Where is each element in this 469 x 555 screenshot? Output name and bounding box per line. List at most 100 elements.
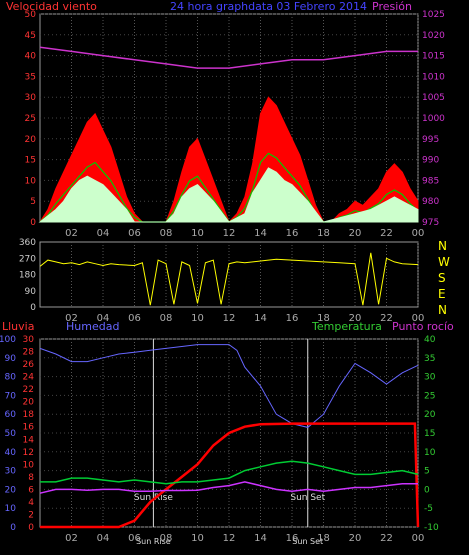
p1-x-tick-label: 22 — [380, 228, 393, 239]
p1-y-left-tick-label: 35 — [25, 72, 36, 82]
p3-y-temp-tick-label: -5 — [424, 504, 433, 514]
p3-x-tick-label: 22 — [380, 533, 393, 544]
p1-x-tick-label: 08 — [160, 228, 173, 239]
compass-e: E — [438, 287, 446, 301]
p3-y-rain-tick-label: 26 — [23, 360, 35, 370]
p1-series-wind-average — [38, 167, 419, 223]
p3-y-humidity-tick-label: 20 — [5, 485, 17, 495]
p2-y-tick-label: 180 — [19, 271, 36, 281]
compass-n-bottom: N — [438, 303, 447, 317]
p1-x-tick-label: 10 — [191, 228, 204, 239]
p3-y-rain-tick-label: 28 — [23, 348, 35, 358]
p3-x-tick-label: 12 — [223, 533, 236, 544]
p3-y-temp-tick-label: 5 — [424, 467, 430, 477]
p2-y-tick-label: 360 — [19, 238, 36, 248]
p3-y-temp-tick-label: 0 — [424, 485, 430, 495]
p3-sunrise-axis-label: Sun Rise — [136, 537, 171, 546]
p3-y-temp-tick-label: 15 — [424, 429, 435, 439]
p3-y-humidity-tick-label: 60 — [5, 410, 17, 420]
p3-y-temp-tick-label: 35 — [424, 354, 435, 364]
p1-y-right-tick-label: 1015 — [422, 52, 445, 62]
temp-humidity-panel: -10-505101520253035400102030405060708090… — [0, 335, 439, 546]
p2-y-tick-label: 270 — [19, 254, 36, 264]
p2-x-tick-label: 02 — [65, 313, 78, 324]
p3-y-temp-tick-label: 40 — [424, 335, 436, 345]
p1-y-right-tick-label: 990 — [422, 156, 439, 166]
p3-y-temp-tick-label: 25 — [424, 391, 435, 401]
p3-x-tick-label: 06 — [128, 533, 141, 544]
p3-x-tick-label: 16 — [286, 533, 299, 544]
p2-x-tick-label: 22 — [380, 313, 393, 324]
p3-y-rain-tick-label: 16 — [23, 423, 35, 433]
p3-y-humidity-tick-label: 100 — [0, 335, 16, 345]
p3-x-tick-label: 10 — [191, 533, 204, 544]
p1-y-left-tick-label: 45 — [25, 31, 36, 41]
p3-y-rain-tick-label: 18 — [23, 410, 35, 420]
p3-y-humidity-tick-label: 90 — [5, 354, 17, 364]
p2-x-tick-label: 18 — [317, 313, 330, 324]
p3-y-rain-tick-label: 0 — [28, 523, 34, 533]
p3-series-humidity — [39, 344, 419, 428]
p1-y-left-tick-label: 50 — [25, 10, 37, 20]
p3-y-rain-tick-label: 14 — [23, 435, 35, 445]
label-temperature: Temperatura — [311, 320, 382, 333]
p3-y-rain-tick-label: 30 — [23, 335, 35, 345]
p3-series-rain — [40, 422, 420, 529]
p3-x-tick-label: 00 — [412, 533, 425, 544]
p1-x-tick-label: 00 — [412, 228, 425, 239]
p3-sunset-label: Sun Set — [290, 493, 325, 503]
p3-sunset-axis-label: Sun Set — [292, 537, 323, 546]
p1-y-right-tick-label: 1020 — [422, 31, 445, 41]
p3-y-temp-tick-label: -10 — [424, 523, 439, 533]
p3-y-humidity-tick-label: 80 — [5, 373, 17, 383]
p3-y-humidity-tick-label: 50 — [5, 429, 17, 439]
compass-w: W — [438, 255, 450, 269]
p3-y-rain-tick-label: 6 — [28, 485, 34, 495]
p1-y-left-tick-label: 10 — [25, 176, 37, 186]
p1-y-left-tick-label: 15 — [25, 156, 36, 166]
wind-pressure-panel: 0510152025303540455097598098599099510001… — [25, 10, 446, 239]
p3-y-rain-tick-label: 24 — [23, 373, 35, 383]
p1-x-tick-label: 12 — [223, 228, 236, 239]
p2-x-tick-label: 12 — [223, 313, 236, 324]
p3-y-rain-tick-label: 10 — [23, 460, 35, 470]
p2-series-direction — [39, 252, 419, 306]
compass-n-top: N — [438, 239, 447, 253]
header-left: Velocidad viento — [6, 0, 97, 13]
p3-y-humidity-tick-label: 10 — [5, 504, 17, 514]
p3-series-temperature — [40, 460, 419, 485]
p3-x-tick-label: 02 — [65, 533, 78, 544]
p1-y-right-tick-label: 975 — [422, 218, 439, 228]
p2-x-tick-label: 16 — [286, 313, 299, 324]
p1-y-right-tick-label: 1000 — [422, 114, 445, 124]
p2-x-tick-label: 10 — [191, 313, 204, 324]
p1-x-tick-label: 14 — [254, 228, 267, 239]
p1-y-left-tick-label: 25 — [25, 114, 36, 124]
p1-x-tick-label: 20 — [349, 228, 362, 239]
p3-series-dew-point — [39, 481, 418, 494]
p1-y-right-tick-label: 995 — [422, 135, 439, 145]
p2-x-tick-label: 14 — [254, 313, 267, 324]
p2-x-tick-label: 00 — [412, 313, 425, 324]
p3-y-temp-tick-label: 10 — [424, 448, 436, 458]
p3-y-humidity-tick-label: 30 — [5, 467, 17, 477]
p2-x-tick-label: 04 — [97, 313, 110, 324]
label-rain: Lluvia — [2, 320, 34, 333]
p3-y-rain-tick-label: 20 — [23, 398, 35, 408]
p1-x-tick-label: 16 — [286, 228, 299, 239]
p3-x-tick-label: 04 — [97, 533, 110, 544]
p3-y-rain-tick-label: 8 — [28, 473, 34, 483]
header-center: 24 hora graphdata 03 Febrero 2014 — [170, 0, 367, 13]
p2-y-tick-label: 0 — [30, 303, 36, 313]
label-dew-point: Punto rocío — [392, 320, 454, 333]
p1-y-right-tick-label: 985 — [422, 176, 439, 186]
p1-y-left-tick-label: 30 — [25, 93, 37, 103]
p1-y-left-tick-label: 5 — [30, 197, 36, 207]
p2-x-tick-label: 20 — [349, 313, 362, 324]
p1-y-right-tick-label: 1005 — [422, 93, 445, 103]
header-right: Presión — [372, 0, 412, 13]
p3-y-temp-tick-label: 20 — [424, 410, 436, 420]
p3-y-rain-tick-label: 12 — [23, 448, 34, 458]
p1-series-pressure — [39, 46, 418, 69]
